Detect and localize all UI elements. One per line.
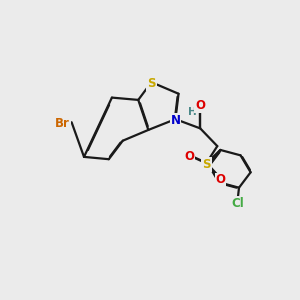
- Text: S: S: [147, 77, 156, 90]
- Text: O: O: [215, 173, 225, 187]
- Text: O: O: [195, 99, 205, 112]
- Text: O: O: [184, 150, 194, 163]
- Text: H: H: [188, 107, 197, 118]
- Text: Cl: Cl: [231, 196, 244, 209]
- Text: S: S: [202, 158, 211, 171]
- Text: N: N: [170, 114, 181, 127]
- Text: Br: Br: [55, 117, 70, 130]
